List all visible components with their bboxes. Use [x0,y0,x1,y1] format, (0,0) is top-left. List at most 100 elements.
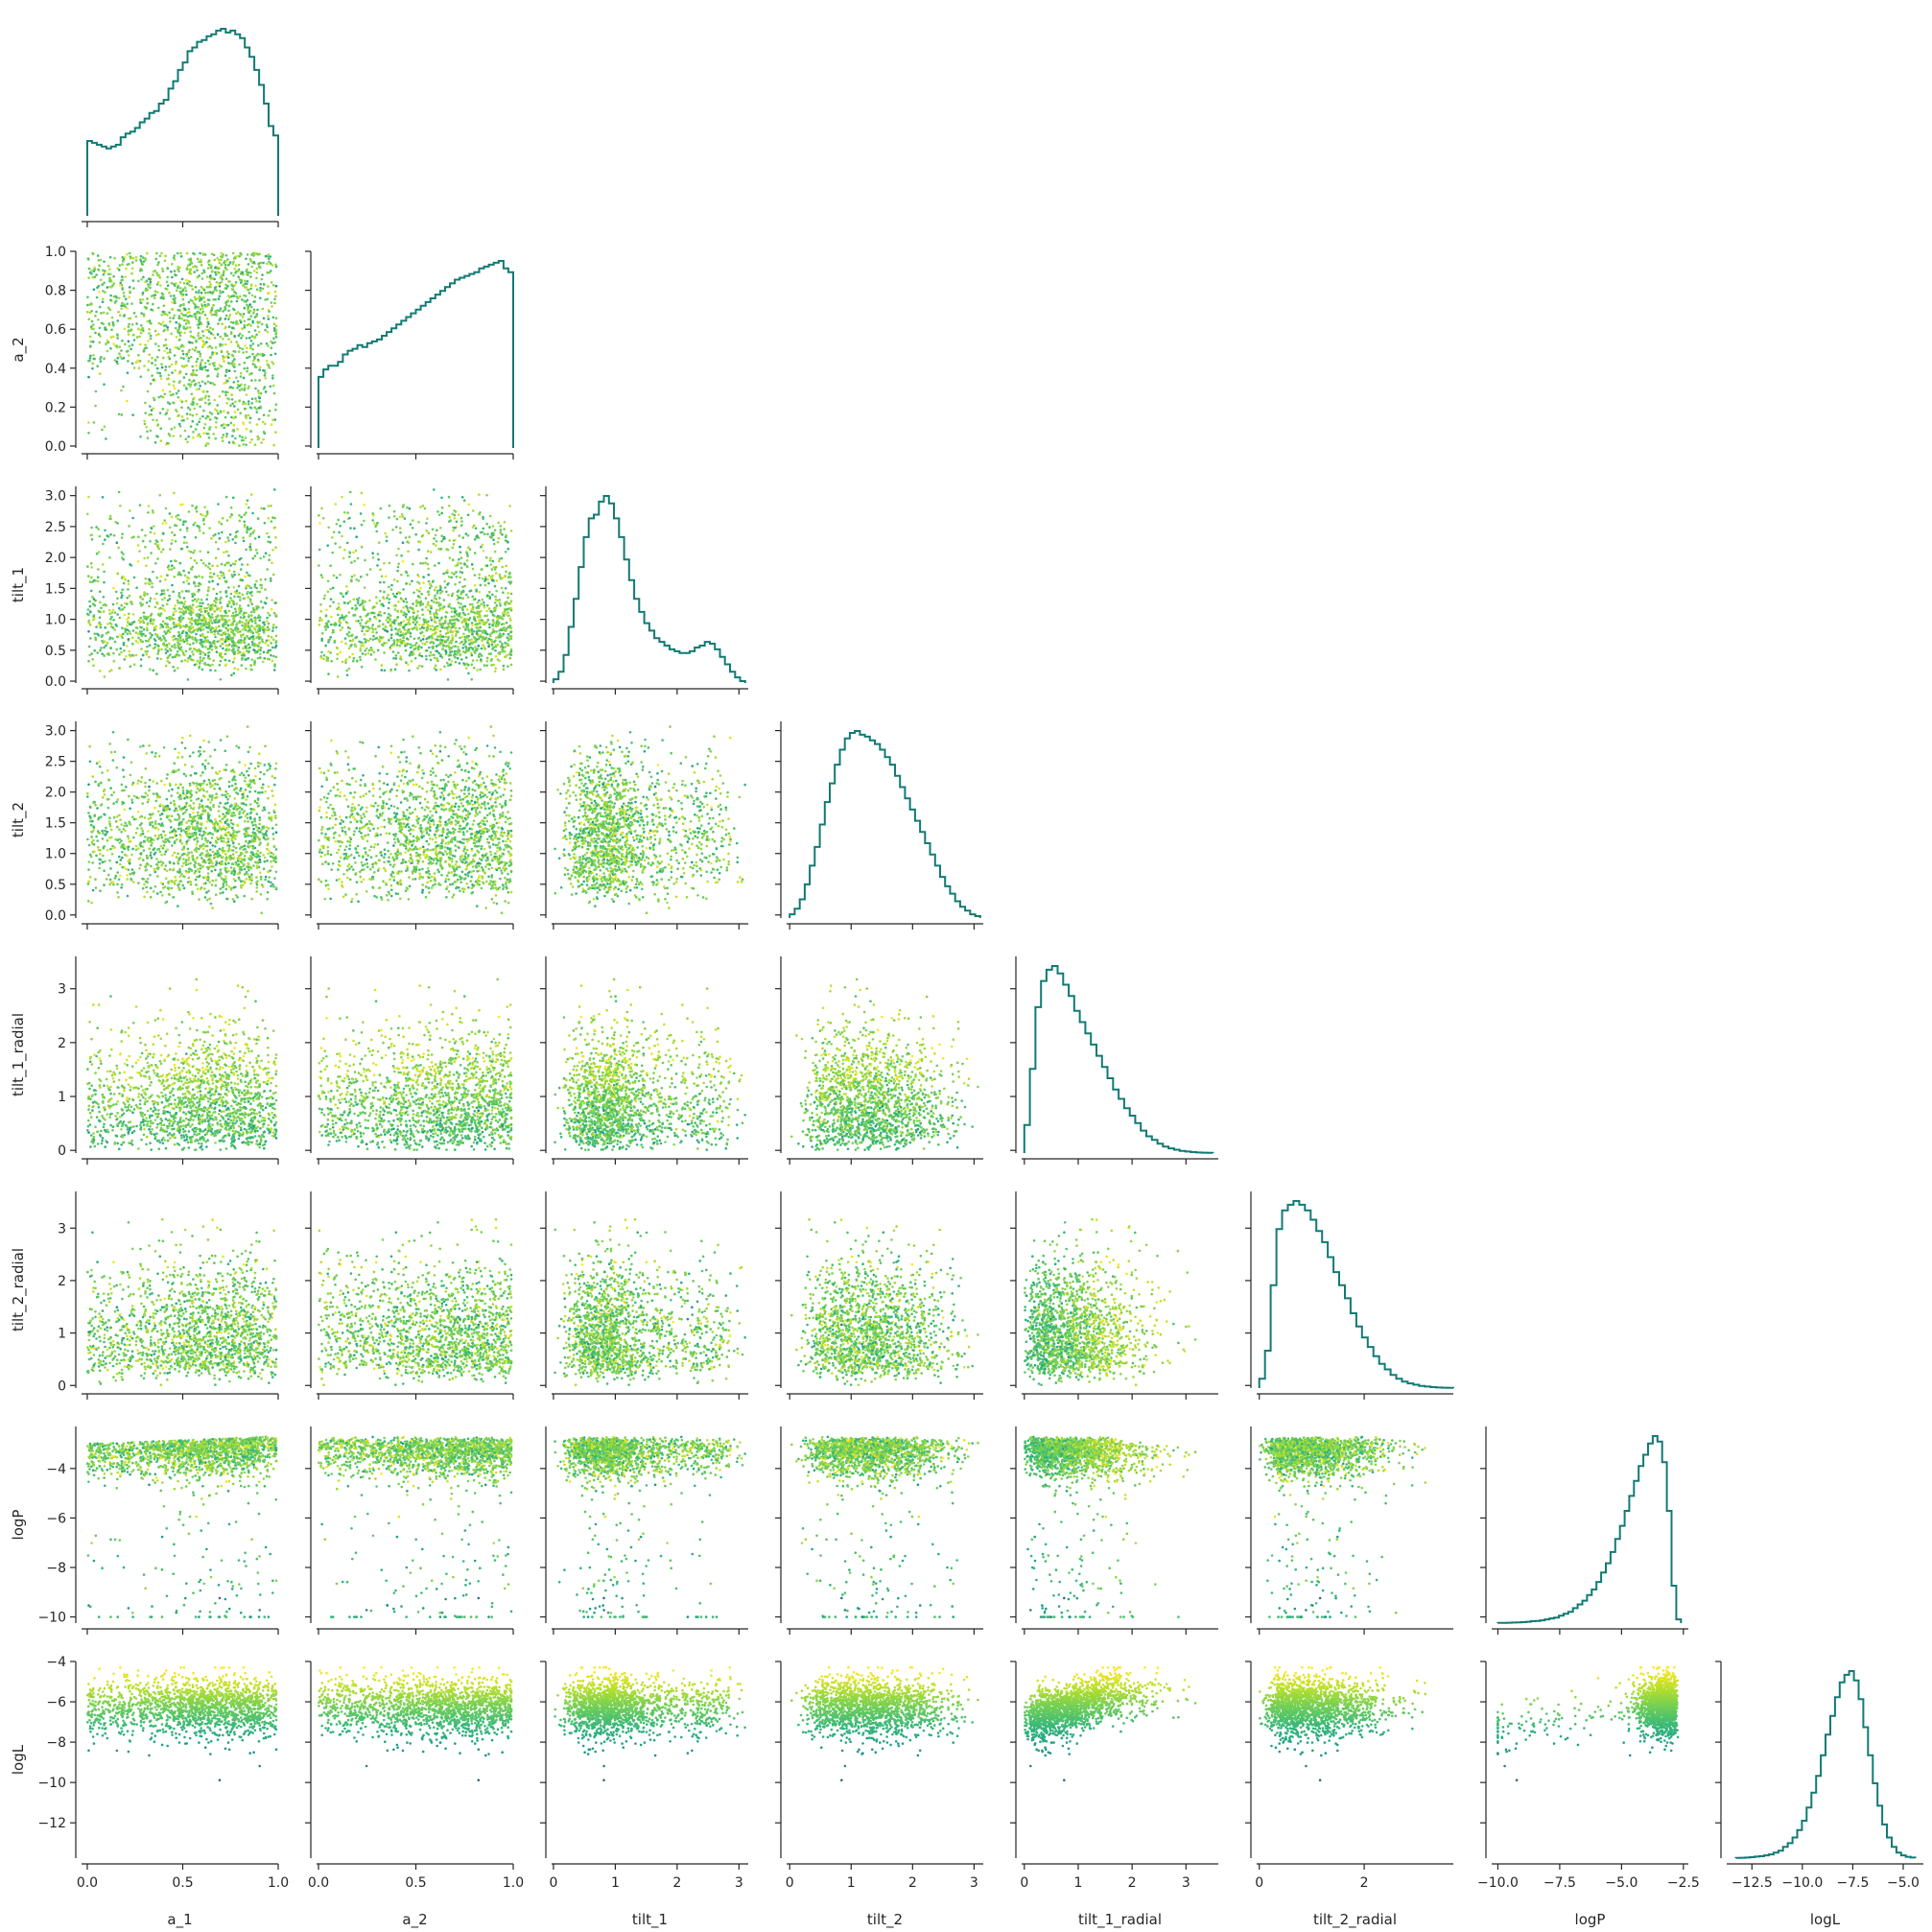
scatter-point [144,635,147,638]
scatter-point [233,586,236,589]
scatter-point [109,298,112,301]
scatter-point [219,318,222,321]
scatter-point [199,355,201,358]
scatter-point [241,621,244,624]
y-tick-label: 1.5 [45,581,66,597]
scatter-point [179,611,182,614]
scatter-point [267,658,270,661]
scatter-point [129,252,131,255]
scatter-point [217,412,220,415]
scatter-point [195,346,198,349]
scatter-point [238,574,241,577]
scatter-point [224,591,227,594]
scatter-point [186,625,189,628]
scatter-point [137,637,140,640]
scatter-point [128,868,130,871]
scatter-point [170,295,173,297]
scatter-point [168,365,171,368]
scatter-point [177,331,180,334]
scatter-point [163,597,166,600]
scatter-point [177,329,179,332]
scatter-point [123,606,126,609]
scatter-point [245,444,247,447]
scatter-point [267,612,270,615]
scatter-point [88,601,91,603]
scatter-point [220,887,223,890]
scatter-point [219,601,222,604]
scatter-point [262,622,265,624]
scatter-point [166,870,169,873]
scatter-point [146,646,149,648]
scatter-point [161,589,164,592]
scatter-point [99,766,102,768]
scatter-point [268,639,271,642]
scatter-point [130,348,132,351]
scatter-point [244,362,247,365]
scatter-point [169,548,172,551]
scatter-point [227,295,230,297]
scatter-point [222,343,224,346]
scatter-point [171,542,174,545]
scatter-point [110,286,113,289]
scatter-point [209,312,212,315]
scatter-point [93,632,96,635]
scatter-point [271,549,274,552]
scatter-point [225,424,228,427]
scatter-point [208,281,211,284]
scatter-point [209,618,212,621]
scatter-point [244,319,247,322]
scatter-point [275,635,278,638]
scatter-point [123,295,126,297]
scatter-point [154,330,157,333]
scatter-point [130,272,133,275]
scatter-point [170,271,173,273]
scatter-point [174,354,177,357]
scatter-point [183,332,186,335]
scatter-point [143,622,146,624]
scatter-point [103,654,106,657]
scatter-point [92,354,95,357]
scatter-point [199,601,201,604]
scatter-point [191,566,194,569]
scatter-point [179,529,182,531]
scatter-point [263,507,266,510]
scatter-point [128,329,130,332]
scatter-point [128,323,130,326]
scatter-point [254,329,257,332]
scatter-point [112,731,115,734]
scatter-point [204,444,207,447]
scatter-point [199,252,201,255]
scatter-point [140,312,143,315]
scatter-point [247,386,250,389]
scatter-point [153,525,155,528]
scatter-point [204,402,207,405]
scatter-point [107,265,110,268]
scatter-point [229,564,232,567]
scatter-point [220,252,223,255]
scatter-point [133,577,136,579]
scatter-point [114,641,117,644]
scatter-point [247,403,250,406]
scatter-point [258,648,261,651]
scatter-point [208,580,211,583]
scatter-point [206,390,209,393]
scatter-point [160,658,163,661]
scatter-point [99,535,102,538]
scatter-point [254,622,257,624]
scatter-point [202,432,205,435]
scatter-point [256,651,259,654]
scatter-point [256,309,259,312]
scatter-point [258,418,261,421]
scatter-point [155,577,158,579]
scatter-point [196,639,199,642]
scatter-point [251,398,254,401]
scatter-point [96,296,99,299]
scatter-point [150,552,153,554]
scatter-point [178,607,181,610]
scatter-point [207,586,210,589]
scatter-point [123,576,126,578]
scatter-point [89,581,92,584]
scatter-point [166,267,169,270]
scatter-point [130,302,133,305]
scatter-point [165,652,168,655]
